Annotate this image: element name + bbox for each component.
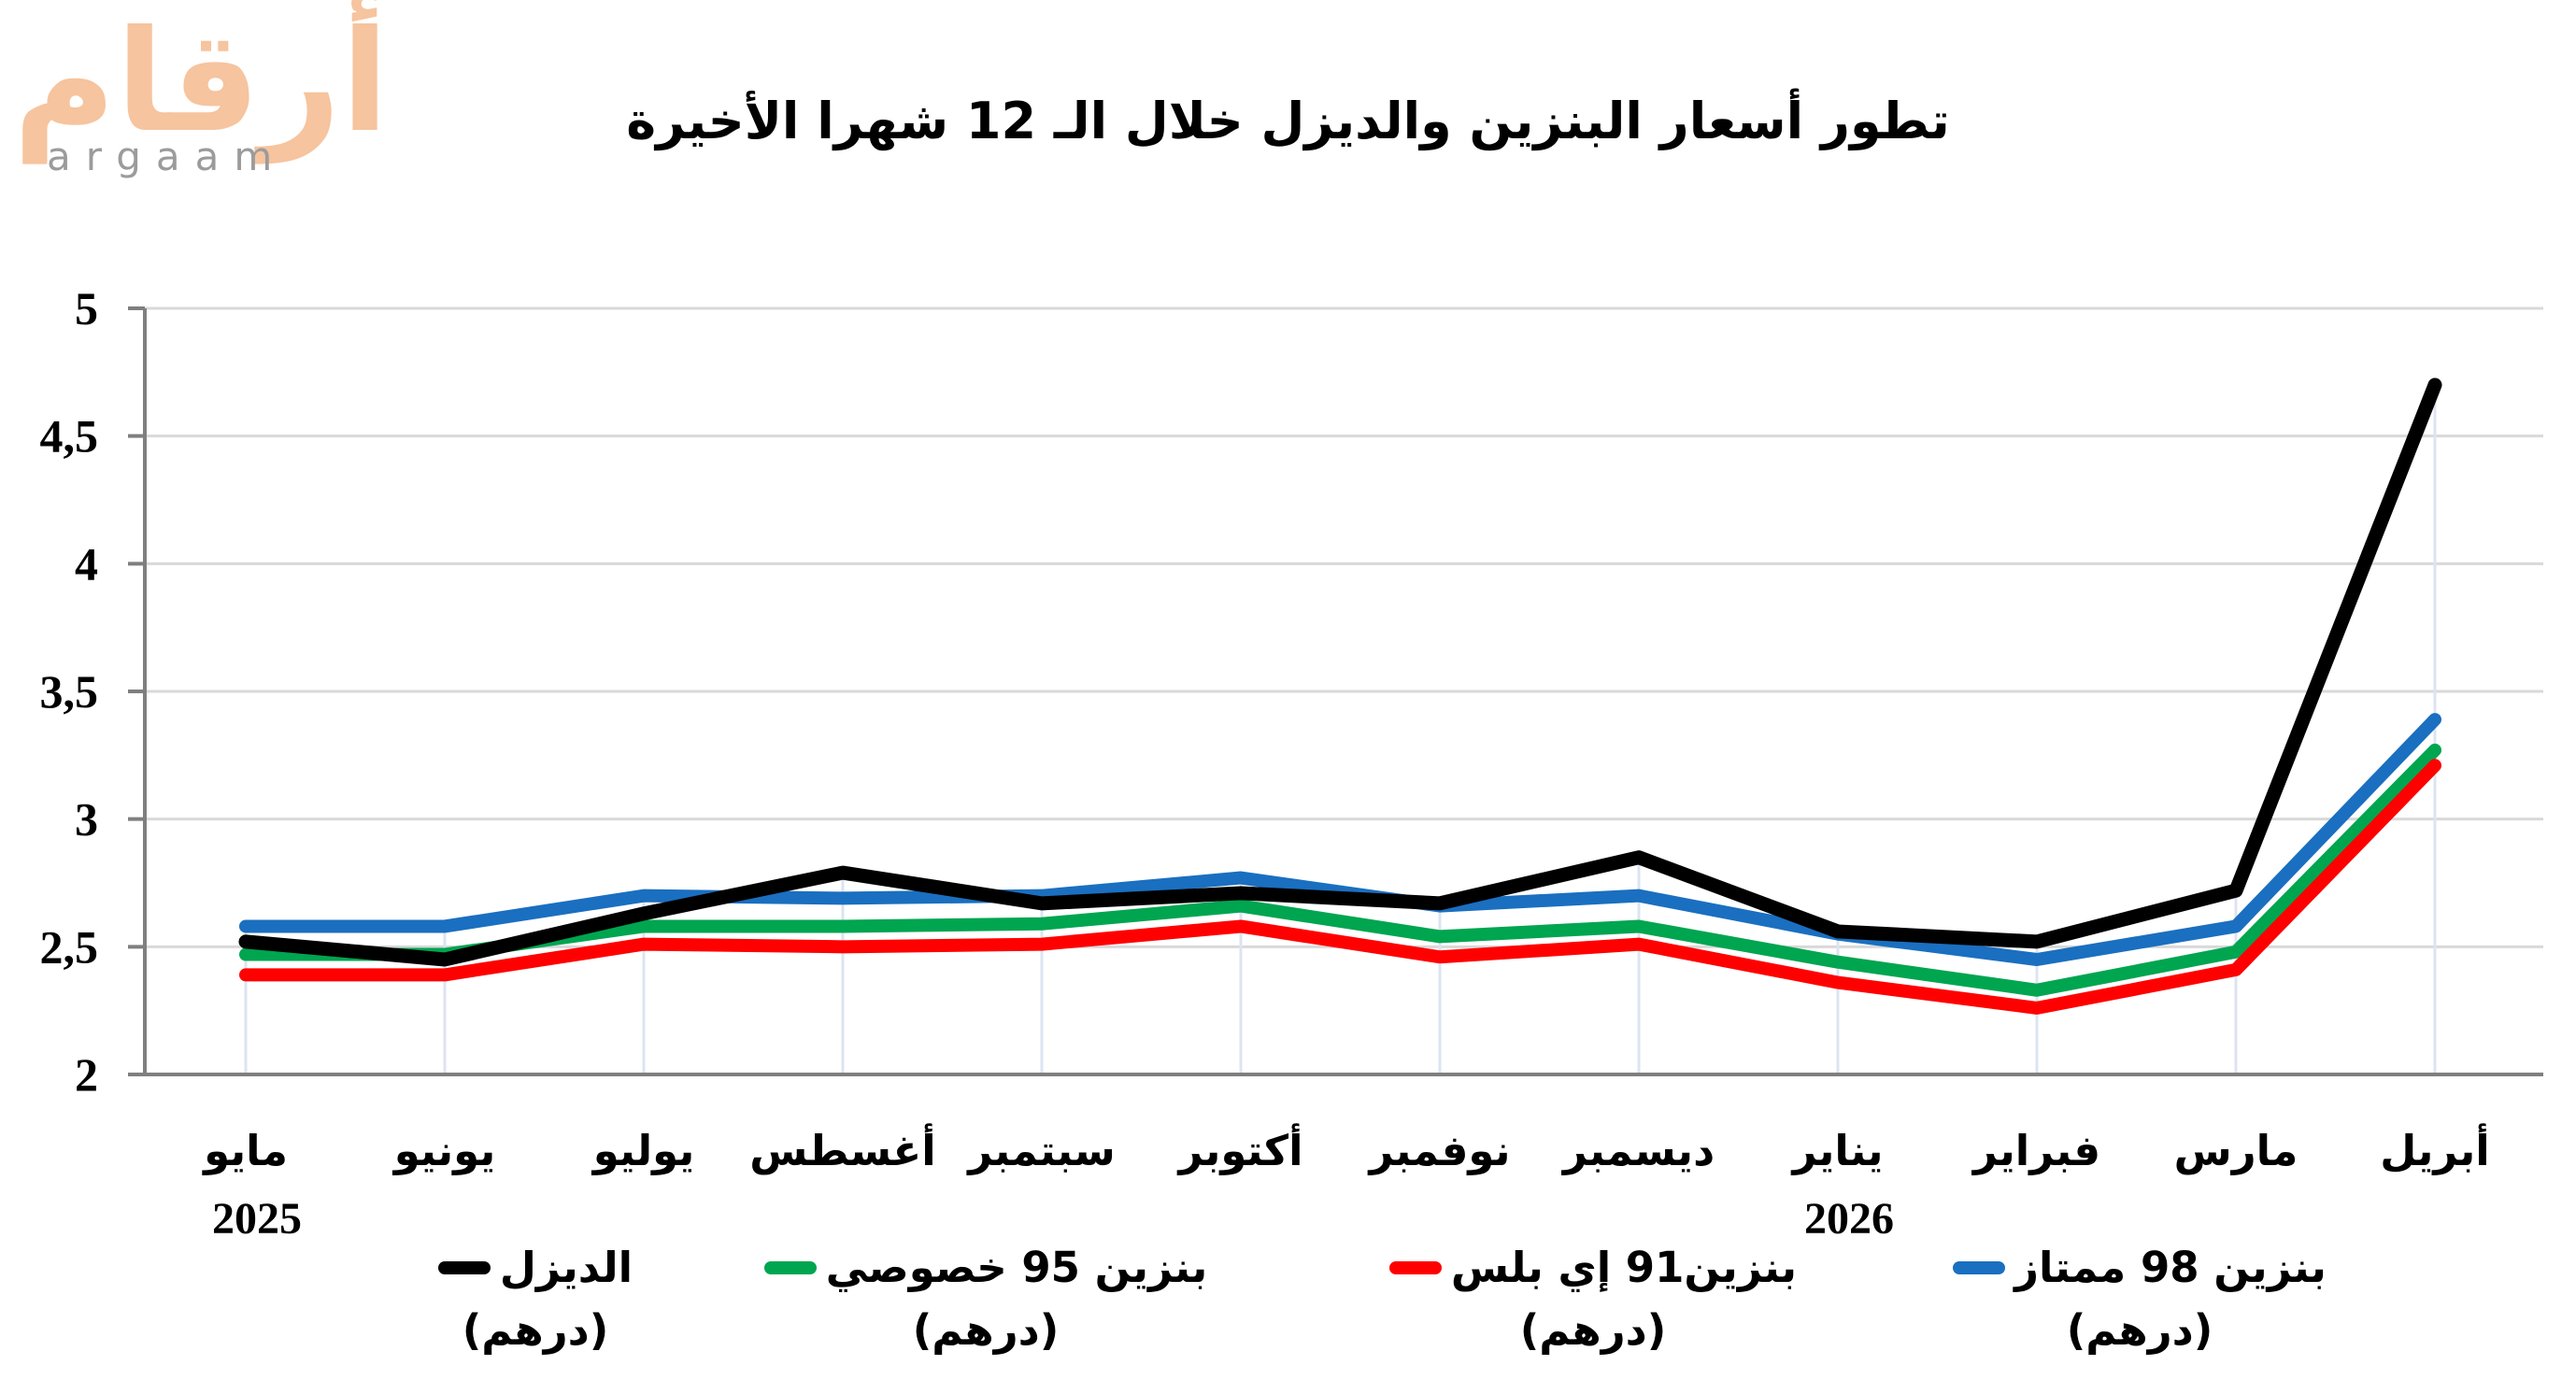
- legend-item-gasoline-95: بنزين 95 خصوصي (درهم): [763, 1243, 1208, 1355]
- svg-text:أغسطس: أغسطس: [749, 1123, 935, 1175]
- gasoline-98-line-marker-icon: [1953, 1260, 2006, 1274]
- legend-label-gasoline-98: بنزين 98 ممتاز: [2014, 1243, 2327, 1292]
- svg-text:2,5: 2,5: [40, 920, 99, 973]
- horizontal-gridlines: [145, 306, 2543, 948]
- axes: [128, 306, 2543, 1076]
- legend-item-gasoline-98: بنزين 98 ممتاز (درهم): [1920, 1243, 2359, 1355]
- diesel-line-marker-icon: [437, 1260, 491, 1274]
- svg-text:2: 2: [75, 1048, 98, 1101]
- svg-text:سبتمبر: سبتمبر: [966, 1126, 1116, 1175]
- svg-text:4: 4: [75, 537, 98, 590]
- svg-text:5: 5: [75, 282, 98, 334]
- gasoline-91-line-marker-icon: [1388, 1260, 1442, 1274]
- chart-legend: الديزل (درهم) بنزين 95 خصوصي (درهم) بنزي…: [0, 1243, 2576, 1383]
- svg-text:3,5: 3,5: [40, 665, 99, 718]
- legend-unit-gasoline-95: (درهم): [912, 1305, 1060, 1355]
- legend-label-gasoline-95: بنزين 95 خصوصي: [825, 1243, 1208, 1292]
- legend-label-diesel: الديزل: [499, 1243, 633, 1292]
- svg-text:نوفمبر: نوفمبر: [1367, 1126, 1510, 1175]
- legend-item-gasoline-91: بنزين91 إي بلس (درهم): [1373, 1243, 1813, 1355]
- svg-text:مارس: مارس: [2174, 1126, 2298, 1175]
- svg-text:2026: 2026: [1804, 1194, 1894, 1244]
- svg-text:يناير: يناير: [1790, 1126, 1883, 1175]
- series-lines: [238, 377, 2442, 1015]
- svg-text:4,5: 4,5: [40, 410, 99, 462]
- svg-text:أكتوبر: أكتوبر: [1176, 1123, 1302, 1175]
- y-axis-labels: 5 4,5 4 3,5 3 2,5 2: [40, 282, 99, 1101]
- series-line-1: [239, 743, 2441, 997]
- legend-item-diesel: الديزل (درهم): [316, 1243, 755, 1355]
- gasoline-95-line-marker-icon: [763, 1260, 817, 1274]
- series-line-0: [238, 377, 2442, 967]
- legend-unit-gasoline-98: (درهم): [2066, 1305, 2213, 1355]
- x-axis-labels: مايو يونيو يوليو أغسطس سبتمبر أكتوبر نوفمبر ديس…: [202, 1123, 2490, 1244]
- argaam-logo-latin: argaam: [47, 134, 288, 179]
- svg-text:ديسمبر: ديسمبر: [1561, 1126, 1715, 1175]
- chart-title: تطور أسعار البنزين والديزل خلال الـ 12 ش…: [626, 92, 1950, 150]
- svg-text:يونيو: يونيو: [392, 1126, 496, 1175]
- svg-text:أبريل: أبريل: [2380, 1123, 2489, 1175]
- legend-unit-gasoline-91: (درهم): [1519, 1305, 1667, 1355]
- title-container: تطور أسعار البنزين والديزل خلال الـ 12 ش…: [0, 92, 2576, 150]
- legend-label-gasoline-91: بنزين91 إي بلس: [1450, 1243, 1798, 1292]
- legend-unit-diesel: (درهم): [462, 1305, 609, 1355]
- svg-text:3: 3: [75, 793, 98, 846]
- svg-text:مايو: مايو: [202, 1126, 288, 1175]
- svg-text:يوليو: يوليو: [591, 1126, 695, 1175]
- svg-text:فبراير: فبراير: [1971, 1126, 2100, 1175]
- svg-text:2025: 2025: [212, 1194, 302, 1244]
- series-line-2: [239, 759, 2441, 1015]
